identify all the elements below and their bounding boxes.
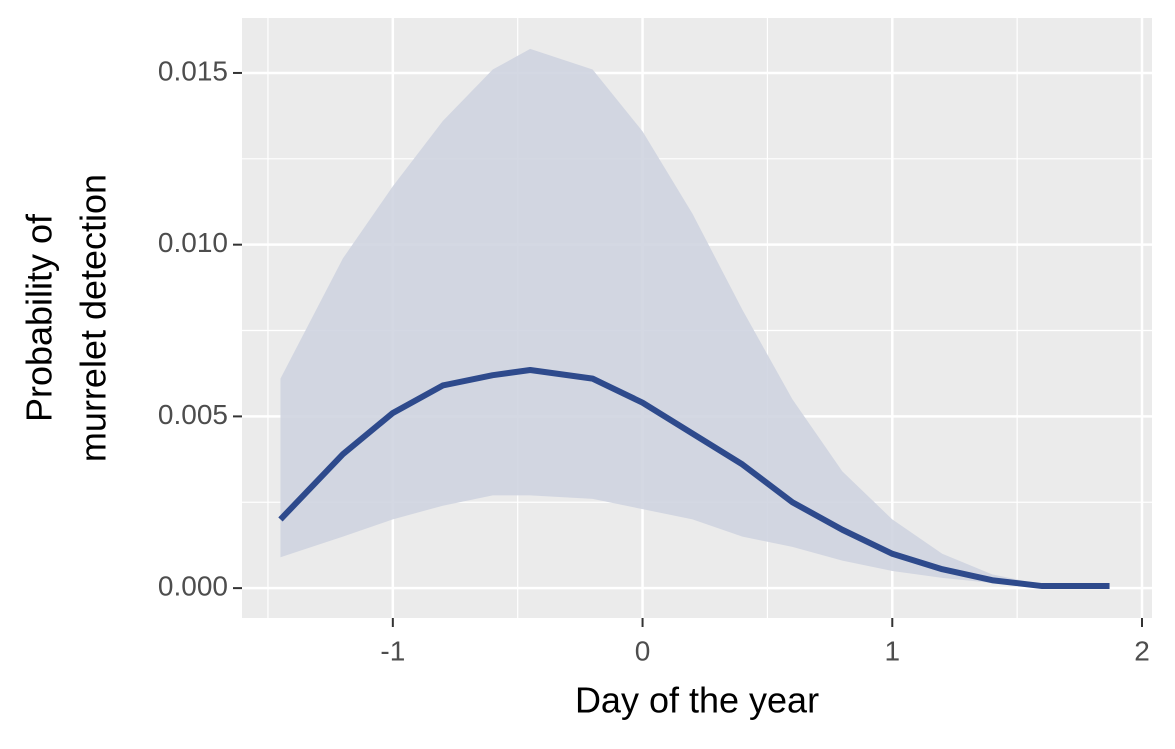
- confidence-band: [280, 48, 1110, 588]
- y-tick-label: 0.005: [158, 399, 228, 430]
- x-tick-label: -1: [380, 635, 405, 666]
- axes: -1 0 1 2 0.000 0.005 0.010 0.015: [158, 55, 1150, 666]
- line: [278, 367, 1110, 590]
- y-tick-label: 0.010: [158, 227, 228, 258]
- x-axis-title: Day of the year: [575, 680, 819, 721]
- x-tick-label: 1: [884, 635, 900, 666]
- y-axis-title: murrelet detection: [73, 174, 114, 462]
- x-tick-label: 0: [635, 635, 651, 666]
- x-tick-label: 2: [1134, 635, 1150, 666]
- y-axis-title: Probability of: [19, 213, 60, 422]
- y-tick-label: 0.015: [158, 55, 228, 86]
- y-tick-label: 0.000: [158, 571, 228, 602]
- marks: [278, 48, 1110, 590]
